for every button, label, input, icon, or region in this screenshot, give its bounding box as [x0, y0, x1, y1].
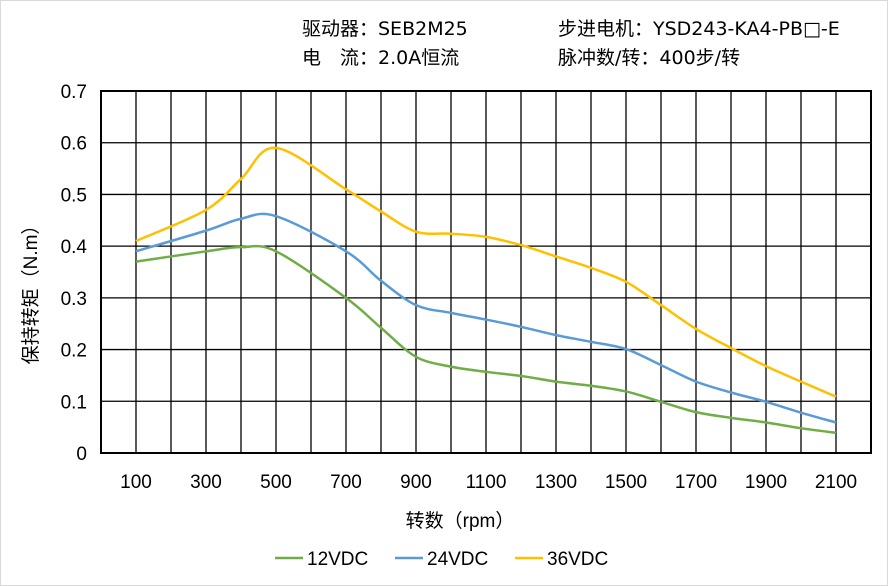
legend-label-24vdc: 24VDC [427, 549, 488, 570]
x-tick-label: 300 [190, 472, 222, 493]
x-tick-label: 1300 [535, 472, 577, 493]
series-line-24vdc [135, 212, 837, 424]
series-line-12vdc [135, 244, 837, 435]
driver-info: 驱动器：SEB2M25 [302, 18, 468, 40]
y-tick-label: 0.4 [61, 237, 88, 258]
x-tick-label: 500 [260, 472, 292, 493]
y-tick-label: 0.6 [61, 134, 87, 155]
x-tick-label: 1500 [605, 472, 647, 493]
y-tick-label: 0.3 [61, 289, 87, 310]
x-tick-label: 900 [400, 472, 432, 493]
x-tick-label: 1900 [745, 472, 787, 493]
x-tick-label: 1100 [466, 472, 507, 493]
y-tick-label: 0.5 [61, 185, 87, 206]
x-tick-label: 2100 [815, 472, 857, 493]
motor-info: 步进电机：YSD243-KA4-PB□-E [558, 18, 840, 40]
series-line-36vdc [135, 146, 837, 398]
pulses-info: 脉冲数/转：400步/转 [558, 47, 741, 69]
y-tick-label: 0.7 [61, 82, 87, 103]
x-tick-label: 100 [120, 472, 152, 493]
x-tick-label: 700 [330, 472, 362, 493]
plot-border [100, 90, 872, 454]
x-tick-label: 1700 [675, 472, 717, 493]
legend-label-36vdc: 36VDC [547, 549, 608, 570]
y-axis-label: 保持转矩（N.m） [20, 216, 42, 365]
current-info: 电 流：2.0A恒流 [302, 47, 460, 69]
x-axis-label: 转数（rpm） [406, 510, 515, 532]
y-tick-label: 0 [76, 444, 87, 465]
y-tick-label: 0.2 [61, 341, 87, 362]
y-tick-label: 0.1 [61, 392, 87, 413]
legend-label-12vdc: 12VDC [307, 549, 368, 570]
